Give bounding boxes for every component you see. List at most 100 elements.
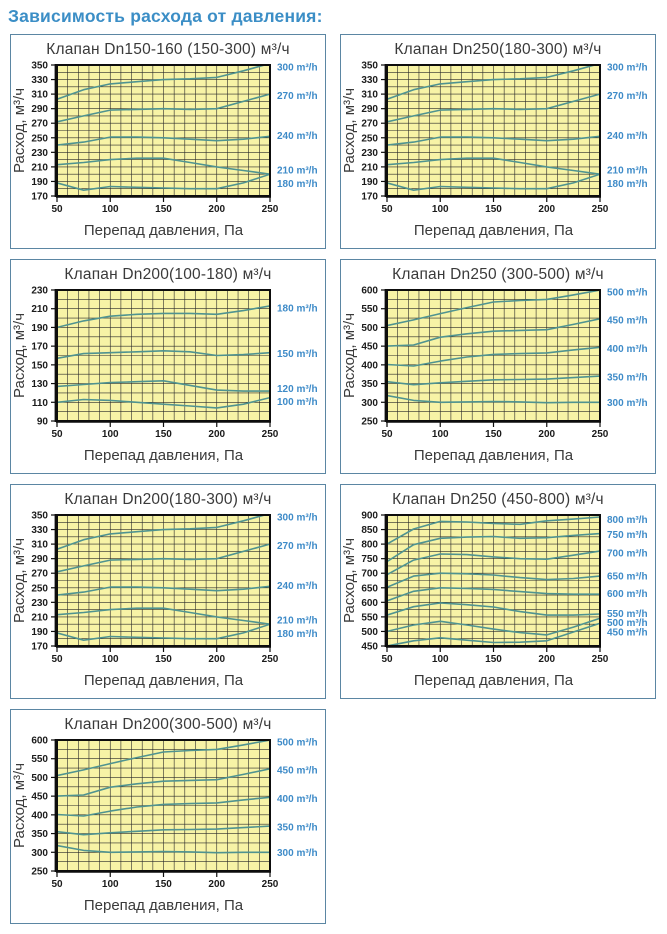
series-line xyxy=(387,173,600,191)
x-tick-label: 100 xyxy=(102,654,119,665)
series-label: 300 m³/h xyxy=(277,63,318,74)
chart-title: Клапан Dn200(180-300) м³/ч xyxy=(64,491,272,508)
x-tick-label: 200 xyxy=(208,429,225,440)
x-tick-label: 250 xyxy=(262,654,279,665)
series-line xyxy=(57,796,270,817)
y-tick-label: 210 xyxy=(31,304,48,315)
y-tick-label: 230 xyxy=(361,148,378,159)
series-label: 150 m³/h xyxy=(277,349,318,360)
y-tick-label: 500 xyxy=(361,323,378,334)
y-tick-label: 230 xyxy=(31,286,48,297)
y-tick-label: 210 xyxy=(361,162,378,173)
grid-lines xyxy=(57,515,270,646)
series-line xyxy=(387,346,600,367)
series-label: 180 m³/h xyxy=(277,303,318,314)
x-tick-label: 100 xyxy=(432,204,449,215)
x-tick-label: 50 xyxy=(51,879,63,890)
x-tick-label: 200 xyxy=(208,204,225,215)
y-tick-label: 170 xyxy=(31,342,48,353)
x-tick-label: 150 xyxy=(155,654,172,665)
y-tick-label: 550 xyxy=(361,612,378,623)
charts-grid: Клапан Dn150-160 (150-300) м³/ч 170 190 210… xyxy=(10,34,656,924)
chart-title: Клапан Dn250 (450-800) м³/ч xyxy=(392,491,604,508)
x-axis-label: Перепад давления, Па xyxy=(84,447,244,464)
series-label: 500 m³/h xyxy=(277,737,318,748)
y-tick-label: 190 xyxy=(31,323,48,334)
series-label: 300 m³/h xyxy=(607,398,648,409)
y-tick-label: 130 xyxy=(31,379,48,390)
series-label: 700 m³/h xyxy=(607,548,648,559)
y-axis-label: Расход, м³/ч xyxy=(12,88,28,173)
x-tick-label: 100 xyxy=(102,879,119,890)
series-line xyxy=(57,623,270,641)
series-line xyxy=(57,305,270,329)
y-tick-label: 550 xyxy=(361,304,378,315)
x-axis-label: Перепад давления, Па xyxy=(84,897,244,914)
x-tick-label: 50 xyxy=(381,654,393,665)
series-label: 650 m³/h xyxy=(607,572,648,583)
series-label: 210 m³/h xyxy=(607,165,648,176)
y-tick-label: 400 xyxy=(361,360,378,371)
x-tick-label: 150 xyxy=(155,429,172,440)
chart-panel: Клапан Dn200(300-500) м³/ч 250 300 350 400 45… xyxy=(10,709,326,924)
y-tick-label: 190 xyxy=(31,177,48,188)
y-tick-label: 800 xyxy=(361,540,378,551)
chart-panel: Клапан Dn200(180-300) м³/ч 170 190 210 230 25… xyxy=(10,484,326,699)
chart-panel: Клапан Dn200(100-180) м³/ч 90 110 130 150 170… xyxy=(10,259,326,474)
x-tick-label: 150 xyxy=(155,204,172,215)
series-line xyxy=(57,740,270,777)
y-tick-label: 230 xyxy=(31,148,48,159)
series-line xyxy=(387,93,600,123)
y-tick-label: 190 xyxy=(31,627,48,638)
series-line xyxy=(387,602,600,616)
chart-title: Клапан Dn150-160 (150-300) м³/ч xyxy=(46,41,290,58)
series-line xyxy=(57,844,270,854)
y-tick-label: 90 xyxy=(37,417,49,428)
series-label: 240 m³/h xyxy=(277,581,318,592)
series-line xyxy=(57,607,270,625)
flow-pressure-chart: 250 300 350 400 450 500 550 600 50 100 150 200 250 50… xyxy=(342,286,648,465)
series-line xyxy=(387,318,600,347)
flow-pressure-chart: 170 190 210 230 250 270 290 310 330 350 50 100 150 20… xyxy=(12,511,318,690)
y-tick-label: 350 xyxy=(31,61,48,72)
x-tick-label: 250 xyxy=(592,204,609,215)
series-line xyxy=(57,825,270,836)
x-tick-label: 200 xyxy=(538,654,555,665)
series-label: 750 m³/h xyxy=(607,530,648,541)
series-label: 180 m³/h xyxy=(277,629,318,640)
x-tick-label: 250 xyxy=(262,429,279,440)
x-axis-label: Перепад давления, Па xyxy=(84,222,244,239)
series-label: 210 m³/h xyxy=(277,165,318,176)
series-line xyxy=(57,93,270,123)
y-tick-label: 450 xyxy=(361,642,378,653)
x-tick-label: 200 xyxy=(538,429,555,440)
series-label: 500 m³/h xyxy=(607,618,648,629)
series-line xyxy=(57,173,270,191)
series-line xyxy=(387,65,598,100)
y-tick-label: 350 xyxy=(31,511,48,522)
y-tick-label: 210 xyxy=(31,162,48,173)
y-tick-label: 250 xyxy=(31,133,48,144)
x-tick-label: 150 xyxy=(485,204,502,215)
y-axis-label: Расход, м³/ч xyxy=(342,88,358,173)
chart-panel: Клапан Dn250 (450-800) м³/ч 450 500 550 600 6… xyxy=(340,484,656,699)
series-line xyxy=(387,375,600,386)
y-tick-label: 150 xyxy=(31,360,48,371)
series-line xyxy=(57,768,270,797)
y-tick-label: 250 xyxy=(31,583,48,594)
series-line xyxy=(387,587,600,602)
y-tick-label: 450 xyxy=(361,342,378,353)
y-tick-label: 170 xyxy=(31,642,48,653)
chart-panel: Клапан Dn150-160 (150-300) м³/ч 170 190 210… xyxy=(10,34,326,249)
series-line xyxy=(387,394,600,404)
y-tick-label: 350 xyxy=(31,829,48,840)
series-line xyxy=(57,350,270,360)
series-label: 450 m³/h xyxy=(607,315,648,326)
y-tick-label: 270 xyxy=(31,119,48,130)
series-label: 400 m³/h xyxy=(607,344,648,355)
chart-title: Клапан Dn250 (300-500) м³/ч xyxy=(392,266,604,283)
y-axis-label: Расход, м³/ч xyxy=(12,538,28,623)
chart-title: Клапан Dn200(300-500) м³/ч xyxy=(64,716,272,733)
series-line xyxy=(387,550,600,576)
series-label: 270 m³/h xyxy=(277,91,318,102)
